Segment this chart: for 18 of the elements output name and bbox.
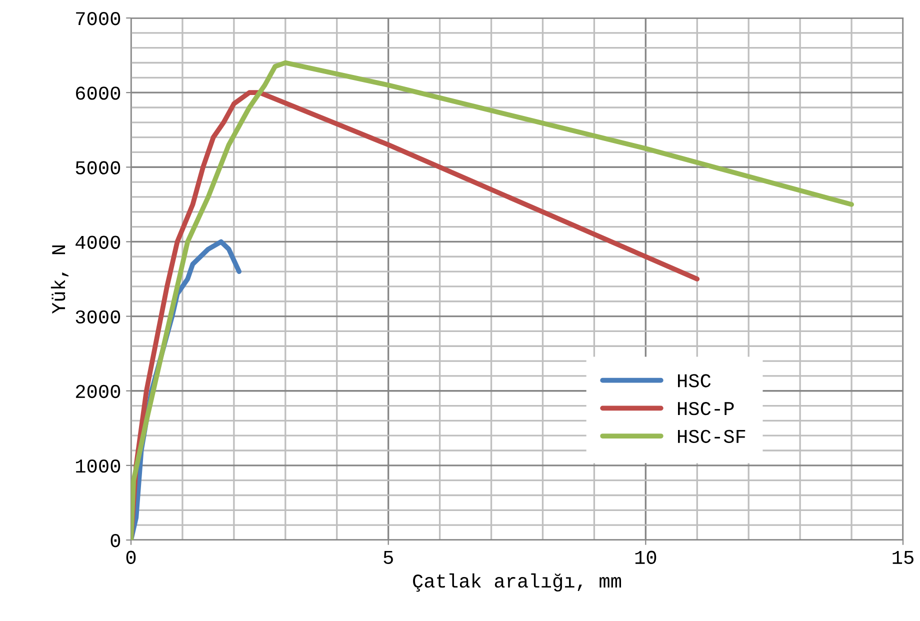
- y-tick-label: 5000: [76, 161, 120, 174]
- x-tick-label: 0: [126, 550, 136, 564]
- y-tick-label: 1000: [76, 459, 120, 473]
- legend-label: HSC: [678, 374, 711, 388]
- line-series: [131, 60, 854, 540]
- y-tick-label: 7000: [76, 12, 120, 26]
- legend-label: HSC-P: [678, 402, 734, 416]
- x-axis-title: Çatlak aralığı, mm: [413, 573, 622, 592]
- y-tick-label: 4000: [76, 236, 120, 249]
- x-tick-label: 5: [384, 551, 393, 564]
- y-tick-label: 6000: [76, 86, 120, 100]
- x-tick-label: 10: [635, 550, 656, 564]
- y-tick-label: 3000: [76, 310, 120, 324]
- legend-label: HSC-SF: [678, 430, 746, 444]
- x-tick-label: 15: [892, 551, 914, 564]
- y-tick-label: 0: [110, 534, 120, 548]
- y-tick-label: 2000: [76, 384, 120, 398]
- y-axis-title: Yük, N: [50, 246, 68, 314]
